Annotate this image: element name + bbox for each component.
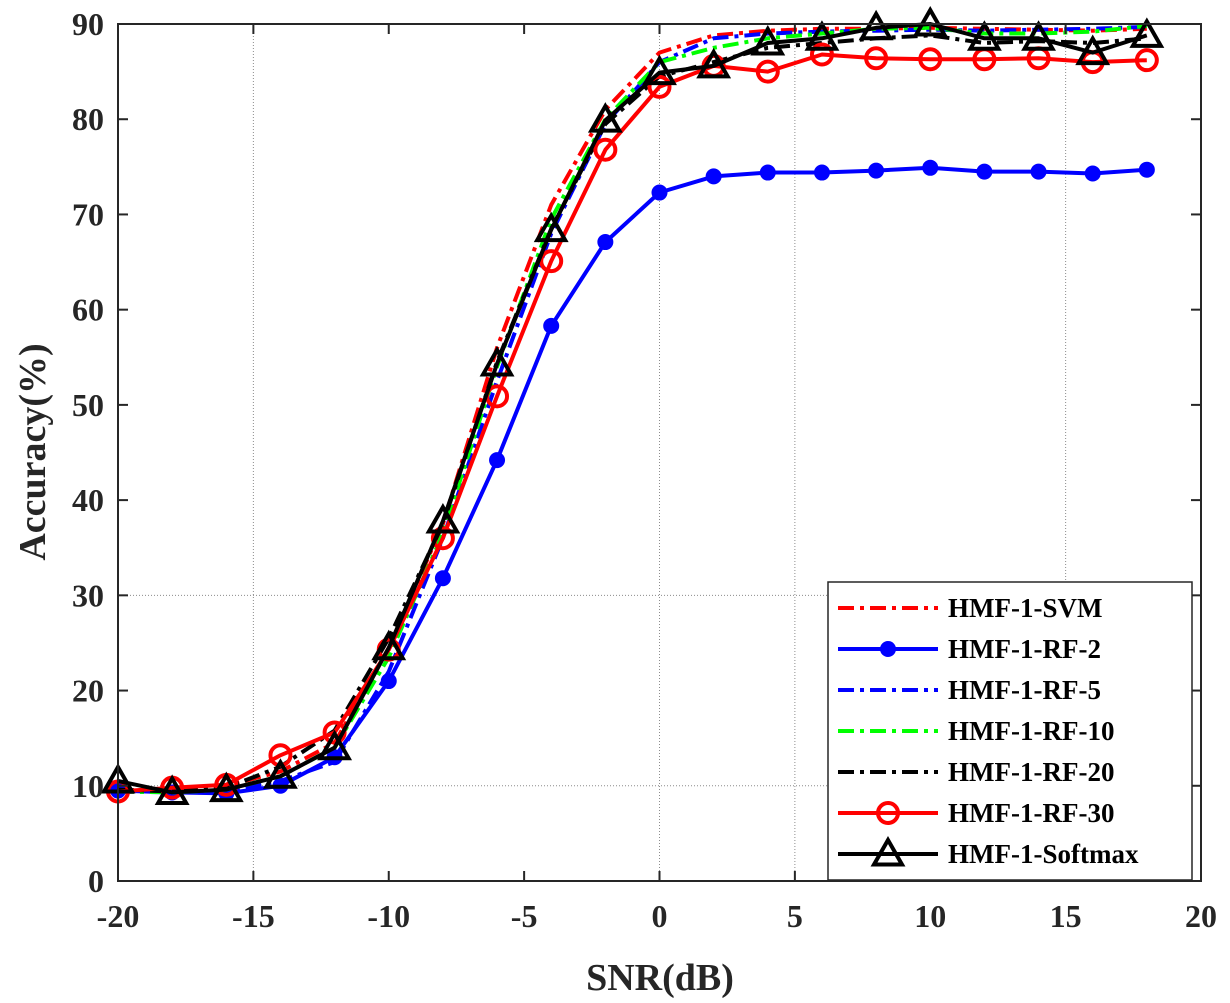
y-tick-label: 60 <box>72 292 104 328</box>
data-point-hmf-1-softmax <box>750 25 786 56</box>
data-point-hmf-1-rf-30 <box>918 47 943 72</box>
legend-item-hmf-1-svm: HMF-1-SVM <box>838 593 1102 623</box>
data-point-hmf-1-rf-30 <box>755 59 780 84</box>
data-point-hmf-1-rf-2 <box>434 570 451 587</box>
y-tick-label: 80 <box>72 101 104 137</box>
y-tick-label: 90 <box>72 6 104 42</box>
legend-marker-hmf-1-softmax <box>870 835 906 867</box>
data-point-hmf-1-softmax <box>587 102 623 133</box>
x-tick-label: 10 <box>914 898 946 934</box>
x-tick-labels: -20 -15 -10 -5 0 5 10 15 20 <box>97 898 1217 934</box>
legend-item-hmf-1-rf-5: HMF-1-RF-5 <box>838 675 1101 705</box>
data-point-hmf-1-rf-2 <box>1138 161 1155 178</box>
x-tick-label: 20 <box>1185 898 1217 934</box>
data-point-hmf-1-rf-2 <box>868 162 885 179</box>
y-tick-label: 30 <box>72 577 104 613</box>
data-point-hmf-1-softmax <box>966 20 1002 51</box>
legend-item-hmf-1-rf-2: HMF-1-RF-2 <box>838 634 1101 664</box>
data-point-hmf-1-softmax <box>208 771 244 803</box>
legend-item-hmf-1-softmax: HMF-1-Softmax <box>838 835 1139 869</box>
data-point-hmf-1-rf-2 <box>759 164 776 181</box>
data-point-hmf-1-softmax <box>371 629 407 661</box>
data-point-hmf-1-softmax <box>479 345 515 377</box>
y-tick-label: 50 <box>72 387 104 423</box>
data-point-hmf-1-softmax <box>263 758 298 789</box>
data-point-hmf-1-softmax <box>858 9 894 41</box>
data-point-hmf-1-rf-2 <box>651 184 668 201</box>
legend-label-hmf-1-rf-10: HMF-1-RF-10 <box>948 716 1114 746</box>
series-line-hmf-1-softmax <box>117 22 1148 795</box>
y-tick-label: 20 <box>72 673 104 709</box>
data-point-hmf-1-rf-30 <box>647 74 672 99</box>
data-point-hmf-1-rf-2 <box>380 673 397 690</box>
data-point-hmf-1-softmax <box>317 729 353 761</box>
data-point-hmf-1-rf-2 <box>489 452 506 469</box>
legend-label-hmf-1-svm: HMF-1-SVM <box>948 593 1102 623</box>
y-tick-label: 10 <box>72 768 104 804</box>
data-point-hmf-1-rf-2 <box>705 168 722 185</box>
x-tick-label: 15 <box>1050 898 1082 934</box>
data-point-hmf-1-softmax <box>696 47 732 79</box>
legend-marker-hmf-1-rf-30 <box>876 801 900 825</box>
data-point-hmf-1-rf-30 <box>1134 48 1159 73</box>
legend: HMF-1-SVM HMF-1-RF-2 HMF-1-RF-5 HMF-1-RF-10… <box>827 581 1193 881</box>
data-point-hmf-1-rf-2 <box>1030 163 1047 180</box>
x-tick-label: 5 <box>787 898 803 934</box>
legend-label-hmf-1-rf-5: HMF-1-RF-5 <box>948 675 1101 705</box>
legend-marker-hmf-1-rf-2 <box>880 641 896 657</box>
data-point-hmf-1-rf-2 <box>813 164 830 181</box>
legend-box <box>827 581 1193 881</box>
legend-item-hmf-1-rf-10: HMF-1-RF-10 <box>838 716 1114 746</box>
data-point-hmf-1-softmax <box>642 54 677 86</box>
y-tick-labels: 0 10 20 30 40 50 60 70 80 90 <box>72 6 104 899</box>
legend-label-hmf-1-rf-30: HMF-1-RF-30 <box>948 798 1114 828</box>
y-tick-label: 40 <box>72 482 104 518</box>
data-point-hmf-1-rf-2 <box>597 234 614 251</box>
data-point-hmf-1-rf-2 <box>543 317 560 334</box>
data-point-hmf-1-softmax <box>533 211 569 243</box>
legend-label-hmf-1-rf-2: HMF-1-RF-2 <box>948 634 1101 664</box>
data-point-hmf-1-rf-30 <box>809 42 834 67</box>
x-axis-title: SNR(dB) <box>586 957 734 999</box>
data-point-hmf-1-rf-30 <box>430 526 455 551</box>
data-point-hmf-1-rf-2 <box>1084 165 1101 182</box>
data-point-hmf-1-rf-30 <box>864 46 889 71</box>
data-point-hmf-1-softmax <box>425 503 461 534</box>
x-tick-label: -20 <box>97 898 140 934</box>
x-tick-label: 0 <box>652 898 668 934</box>
y-tick-label: 0 <box>88 863 104 899</box>
x-tick-label: -10 <box>367 898 410 934</box>
data-point-hmf-1-softmax <box>912 5 948 37</box>
y-axis-title: Accuracy(%) <box>12 343 54 560</box>
data-point-hmf-1-rf-2 <box>922 159 939 176</box>
x-tick-label: -5 <box>511 898 538 934</box>
legend-item-hmf-1-rf-30: HMF-1-RF-30 <box>838 798 1114 828</box>
data-point-hmf-1-softmax <box>1021 20 1056 51</box>
legend-item-hmf-1-rf-20: HMF-1-RF-20 <box>838 757 1114 787</box>
data-point-hmf-1-rf-30 <box>593 137 618 162</box>
y-tick-label: 70 <box>72 196 104 232</box>
series-layer <box>100 5 1165 805</box>
data-point-hmf-1-softmax <box>804 20 840 51</box>
legend-label-hmf-1-rf-20: HMF-1-RF-20 <box>948 757 1114 787</box>
data-point-hmf-1-rf-30 <box>539 249 564 274</box>
data-point-hmf-1-softmax <box>1129 17 1165 48</box>
legend-label-hmf-1-softmax: HMF-1-Softmax <box>948 839 1139 869</box>
x-tick-label: -15 <box>232 898 275 934</box>
data-point-hmf-1-softmax <box>154 774 190 805</box>
data-point-hmf-1-softmax <box>1075 34 1111 66</box>
data-point-hmf-1-rf-2 <box>976 163 993 180</box>
